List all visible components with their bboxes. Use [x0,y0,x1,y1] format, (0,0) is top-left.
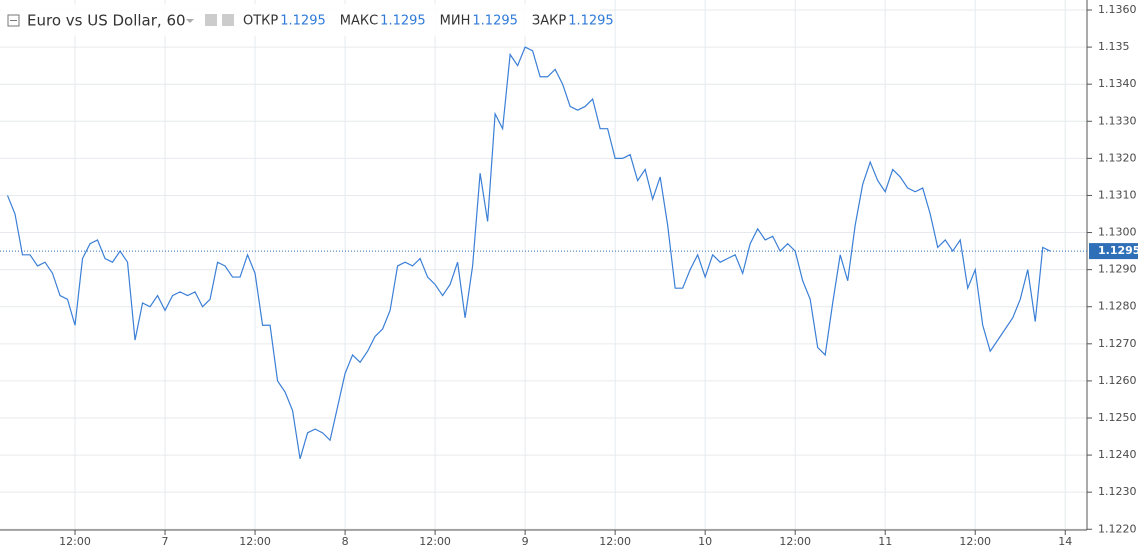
collapse-icon[interactable] [7,14,20,27]
ohlc-value: 1.1295 [568,14,614,29]
ohlc: ОТКР 1.1295 МАКС 1.1295 МИН 1.1295 ЗАКР 1.1295 [243,14,614,29]
ohlc-name: ОТКР [243,14,278,29]
ohlc-name: МАКС [340,14,378,29]
y-tick-label: 1.135 [1098,40,1130,53]
x-tick-label: 8 [342,535,349,548]
y-tick-label: 1.1340 [1098,77,1137,90]
x-tick-label: 9 [522,535,529,548]
ohlc-value: 1.1295 [472,14,518,29]
ohlc-name: МИН [440,14,471,29]
y-tick-label: 1.1310 [1098,188,1137,201]
x-tick-label: 12:00 [59,535,91,548]
x-tick-label: 10 [698,535,712,548]
x-tick-label: 12:00 [239,535,271,548]
x-tick-label: 12:00 [779,535,811,548]
x-tick-label: 12:00 [959,535,991,548]
last-price-box [1089,243,1138,260]
x-tick-label: 11 [878,535,892,548]
dropdown-arrow[interactable] [186,19,194,23]
y-tick-label: 1.1220 [1098,522,1137,535]
ohlc-name: ЗАКР [532,14,566,29]
x-tick-label: 12:00 [419,535,451,548]
y-tick-label: 1.1280 [1098,300,1137,313]
y-tick-label: 1.1320 [1098,151,1137,164]
last-price-label: 1.1295 [1098,244,1138,257]
y-tick-label: 1.1330 [1098,114,1137,127]
y-tick-label: 1.1270 [1098,337,1137,350]
x-tick-label: 7 [162,535,169,548]
ohlc-value: 1.1295 [380,14,426,29]
ohlc-value: 1.1295 [280,14,326,29]
y-tick-label: 1.1300 [1098,226,1137,239]
chart-title: Euro vs US Dollar, 60 [27,12,186,30]
y-tick-label: 1.1250 [1098,411,1137,424]
y-tick-label: 1.1240 [1098,448,1137,461]
x-tick-label: 14 [1058,535,1072,548]
price-line [6,46,1051,459]
grid [0,0,1087,530]
y-tick-label: 1.1360 [1098,3,1137,16]
settings-icon[interactable] [222,14,234,26]
settings-icon[interactable] [205,14,217,26]
y-tick-label: 1.1290 [1098,263,1137,276]
plot [6,46,1051,459]
header-bg [0,4,600,36]
x-tick-label: 12:00 [599,535,631,548]
y-tick-label: 1.1260 [1098,374,1137,387]
y-tick-label: 1.1230 [1098,485,1137,498]
